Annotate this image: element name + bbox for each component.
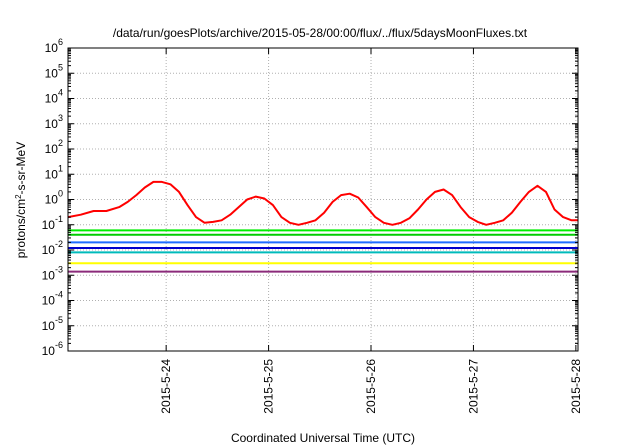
chart-title: /data/run/goesPlots/archive/2015-05-28/0… — [113, 26, 528, 40]
y-tick-label: 10-1 — [42, 214, 63, 232]
y-tick-label: 104 — [45, 88, 63, 106]
y-axis-label-post: -s-sr-MeV — [14, 142, 28, 195]
x-tick-label: 2015-5-24 — [159, 359, 173, 414]
y-tick-label: 102 — [45, 138, 63, 156]
y-tick-label: 105 — [45, 62, 63, 80]
y-axis-label-sup: 2 — [14, 194, 23, 199]
y-tick-label: 106 — [45, 37, 63, 55]
y-axis: 10-6 10-5 10-4 10-3 10-2 10-1 100 101 102 103 104 1… — [42, 37, 578, 358]
y-tick-label: 101 — [45, 163, 63, 181]
y-tick-label: 10-6 — [42, 340, 63, 358]
x-tick-label: 2015-5-26 — [364, 359, 378, 414]
series-group — [67, 180, 578, 273]
x-axis-label: Coordinated Universal Time (UTC) — [231, 431, 415, 445]
series-line-1 — [67, 180, 578, 226]
y-tick-label: 10-2 — [42, 239, 63, 257]
x-tick-label: 2015-5-28 — [569, 359, 583, 414]
grid — [68, 48, 578, 351]
y-tick-label: 100 — [45, 189, 63, 207]
y-tick-label: 10-4 — [42, 290, 63, 308]
y-axis-label-pre: protons/cm — [14, 199, 28, 258]
x-axis: 2015-5-24 2015-5-25 2015-5-26 2015-5-27 2015… — [159, 48, 583, 414]
y-tick-label: 10-3 — [42, 264, 63, 282]
y-tick-label: 10-5 — [42, 315, 63, 333]
y-axis-label: protons/cm2-s-sr-MeV — [14, 142, 29, 258]
y-tick-label: 103 — [45, 113, 63, 131]
x-tick-label: 2015-5-27 — [466, 359, 480, 414]
x-tick-label: 2015-5-25 — [262, 359, 276, 414]
